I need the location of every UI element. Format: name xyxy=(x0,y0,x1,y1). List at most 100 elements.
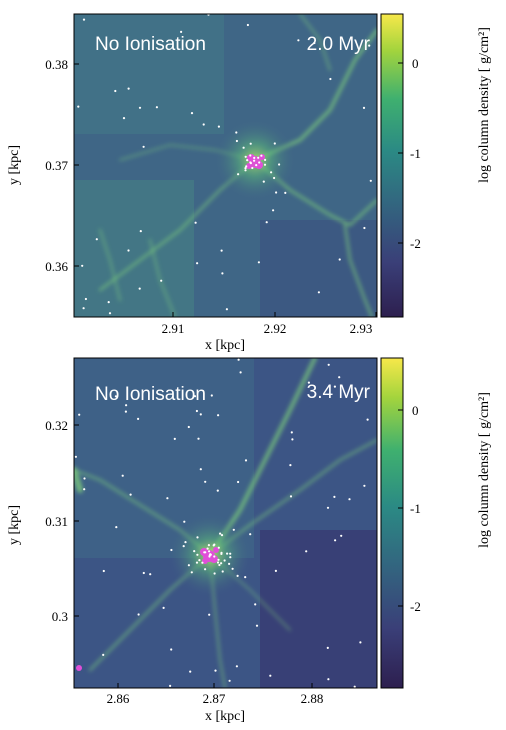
star-particle xyxy=(334,539,337,542)
star-particle xyxy=(208,550,211,553)
star-particle xyxy=(160,279,163,282)
bottom-xtick: 2.86 xyxy=(107,691,130,706)
star-particle xyxy=(217,414,220,417)
star-particle xyxy=(196,536,199,539)
star-particle xyxy=(187,425,190,429)
star-particle xyxy=(170,648,173,651)
star-particle xyxy=(264,158,267,161)
star-particle xyxy=(78,413,81,416)
star-particle xyxy=(366,418,369,421)
star-particle xyxy=(246,159,249,162)
star-particle xyxy=(122,117,126,120)
star-particle xyxy=(307,381,310,384)
star-particle xyxy=(207,544,210,547)
star-particle xyxy=(231,567,234,570)
star-particle xyxy=(166,497,169,500)
star-particle xyxy=(235,665,238,668)
star-particle xyxy=(194,221,197,224)
top-colorbar-tick: 0 xyxy=(412,56,419,71)
star-particle xyxy=(270,171,273,174)
bottom-colorbar-label: log column density [ g/cm²] xyxy=(477,392,492,548)
top-colorbar xyxy=(380,13,404,318)
star-particle xyxy=(201,561,204,564)
star-particle xyxy=(228,679,231,682)
star-particle xyxy=(137,417,140,420)
star-particle xyxy=(125,404,128,407)
star-particle xyxy=(246,23,249,27)
bottom-density-map xyxy=(74,358,377,688)
star-particle xyxy=(114,89,117,93)
star-particle xyxy=(217,125,220,128)
top-colorbar-tick: -2 xyxy=(410,236,421,251)
star-particle xyxy=(219,532,222,535)
star-particle xyxy=(297,39,300,42)
star-particle xyxy=(216,489,219,492)
star-particle xyxy=(363,226,366,230)
star-particle xyxy=(249,154,252,157)
star-particle xyxy=(275,191,278,194)
star-particle xyxy=(257,156,260,159)
star-particle xyxy=(317,291,320,294)
star-particle xyxy=(193,395,197,398)
star-particle xyxy=(244,169,247,172)
star-particle xyxy=(255,164,258,167)
top-panel-time: 2.0 Myr xyxy=(307,34,371,55)
star-particle xyxy=(183,520,186,523)
star-particle xyxy=(363,484,366,487)
bottom-colorbar-tick: -1 xyxy=(410,501,421,516)
star-particle xyxy=(182,545,185,548)
star-particle xyxy=(229,552,232,555)
bottom-plot-svg: No Ionisation 3.4 Myr 2.86 2.87 2.88 x [… xyxy=(7,357,492,724)
bottom-colorbar-tick: 0 xyxy=(412,403,419,418)
star-particle xyxy=(107,301,110,304)
star-particle xyxy=(196,262,199,265)
star-particle xyxy=(83,488,86,491)
star-particle xyxy=(138,106,142,109)
star-particle xyxy=(199,413,202,416)
star-particle xyxy=(121,474,124,477)
star-particle xyxy=(82,18,86,21)
bottom-x-axis-label: x [kpc] xyxy=(205,709,245,724)
star-particle xyxy=(212,544,215,547)
star-particle xyxy=(220,249,223,252)
star-particle xyxy=(253,159,256,162)
star-particle xyxy=(278,163,281,166)
star-particle xyxy=(220,534,224,537)
star-particle xyxy=(353,685,356,688)
star-particle xyxy=(82,307,85,310)
star-particle xyxy=(220,562,223,565)
star-particle xyxy=(338,376,341,379)
star-particle xyxy=(197,437,200,440)
star-particle xyxy=(204,568,207,571)
bottom-y-axis-label: y [kpc] xyxy=(7,505,22,545)
star-particle xyxy=(114,395,117,398)
star-particle xyxy=(209,553,212,556)
star-particle xyxy=(180,30,183,33)
star-particle xyxy=(244,576,247,579)
star-particle xyxy=(184,541,187,544)
top-xtick: 2.92 xyxy=(264,321,287,336)
top-ytick: 0.37 xyxy=(45,158,68,173)
star-particle xyxy=(170,548,173,552)
star-particle xyxy=(249,142,252,145)
star-particle xyxy=(305,550,308,553)
star-particle xyxy=(217,546,220,549)
star-particle xyxy=(244,155,247,158)
star-particle xyxy=(195,409,198,413)
star-particle xyxy=(77,105,80,108)
star-particle xyxy=(142,571,145,575)
star-particle xyxy=(221,272,224,275)
star-particle xyxy=(173,437,176,440)
top-xtick: 2.93 xyxy=(350,321,373,336)
star-particle xyxy=(340,534,343,537)
star-particle xyxy=(199,468,202,471)
bottom-colorbar-tick: -2 xyxy=(410,599,421,614)
star-particle xyxy=(208,613,211,616)
star-particle xyxy=(74,455,77,458)
star-particle xyxy=(196,553,199,556)
star-particle xyxy=(225,308,228,311)
star-particle xyxy=(235,131,238,134)
star-particle xyxy=(263,163,267,166)
bottom-plot-frame xyxy=(73,357,378,689)
star-particle xyxy=(273,176,276,180)
